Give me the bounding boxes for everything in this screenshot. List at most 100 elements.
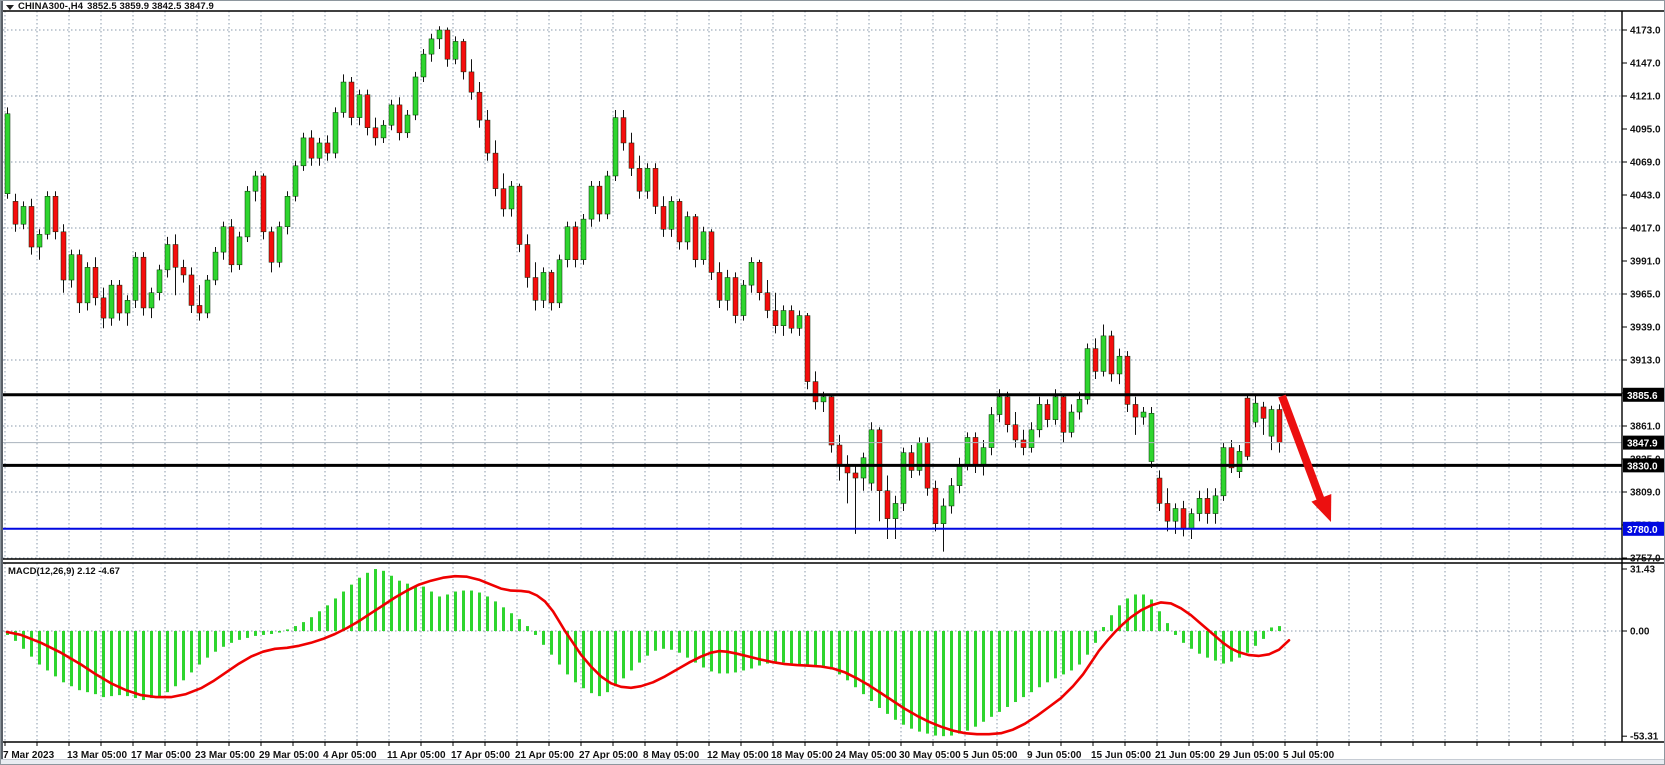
- macd-histogram-bar: [734, 631, 737, 673]
- candle-bear: [100, 297, 107, 319]
- macd-histogram-bar: [102, 631, 105, 698]
- candle-bull: [132, 256, 139, 301]
- candle-bear: [596, 185, 603, 215]
- time-axis-label: 18 May 05:00: [771, 750, 833, 761]
- time-axis[interactable]: 7 Mar 2023 13 Mar 05:00 17 Mar 05:00 23 Mar…: [3, 742, 1606, 761]
- time-axis-label: 17 Apr 05:00: [451, 750, 511, 761]
- candle-bear: [76, 254, 83, 304]
- candle-bull: [412, 76, 419, 116]
- price-axis-label: 3861.0: [1630, 422, 1661, 433]
- candle-bull: [420, 53, 427, 78]
- macd-histogram-bar: [438, 596, 441, 631]
- candle-bear: [804, 315, 811, 382]
- candle-bull: [964, 437, 971, 466]
- macd-histogram-bar: [182, 631, 185, 681]
- candle-bull: [1172, 508, 1179, 522]
- macd-scale-label: 31.43: [1630, 564, 1655, 575]
- candle-bear: [468, 71, 475, 93]
- candle-bear: [660, 206, 667, 230]
- macd-histogram-bar: [774, 631, 777, 663]
- candle-bear: [628, 142, 635, 169]
- macd-histogram-bar: [606, 631, 609, 693]
- candle-bear: [348, 81, 355, 118]
- candle-bear: [1044, 404, 1051, 420]
- candle-bear: [764, 292, 771, 311]
- time-axis-label: 27 Apr 05:00: [579, 750, 639, 761]
- time-axis-label: 13 Mar 05:00: [67, 750, 127, 761]
- candle-bull: [356, 94, 363, 118]
- time-axis-label: 11 Apr 05:00: [387, 750, 446, 761]
- price-axis-label: 3965.0: [1630, 290, 1661, 301]
- trend-arrow[interactable]: [1278, 394, 1332, 522]
- price-axis-label: 4121.0: [1630, 92, 1661, 103]
- macd-histogram-bar: [670, 631, 673, 650]
- candle-bull: [900, 452, 907, 504]
- macd-histogram-bar: [1054, 631, 1057, 679]
- candle-bull: [1140, 411, 1147, 418]
- macd-histogram-bar: [462, 590, 465, 631]
- macd-histogram-bar: [222, 631, 225, 647]
- macd-histogram-bar: [894, 631, 897, 720]
- candle-bull: [796, 315, 803, 329]
- candle-bear: [708, 231, 715, 273]
- macd-histogram-bar: [54, 631, 57, 677]
- macd-histogram-bar: [134, 631, 137, 699]
- macd-histogram-bar: [654, 631, 657, 651]
- price-axis-label: 3939.0: [1630, 323, 1661, 334]
- macd-scale[interactable]: 31.43 0.00 -53.31: [1622, 564, 1659, 743]
- macd-histogram-bar: [406, 583, 409, 631]
- macd-histogram-bar: [1158, 611, 1161, 631]
- candle-bear: [324, 142, 331, 154]
- candle-bull: [436, 29, 443, 40]
- macd-histogram-bar: [1006, 631, 1009, 707]
- macd-histogram-bar: [870, 631, 873, 702]
- candle-bear: [1164, 503, 1171, 522]
- macd-histogram-bar: [1238, 631, 1241, 658]
- macd-histogram-bar: [950, 631, 953, 736]
- candle-bull: [580, 218, 587, 260]
- candle-bear: [1004, 396, 1011, 425]
- macd-histogram-bar: [574, 631, 577, 683]
- macd-histogram-bar: [1262, 631, 1265, 639]
- trend-arrow-head[interactable]: [1311, 494, 1332, 522]
- candle-bear: [60, 231, 67, 281]
- macd-histogram-bar: [446, 594, 449, 631]
- price-badge-3830.0: [1623, 458, 1664, 473]
- candle-bull: [148, 292, 155, 309]
- candle-bear: [92, 267, 99, 299]
- macd-histogram-bar: [510, 613, 513, 631]
- macd-histogram-bar: [1046, 631, 1049, 683]
- macd-histogram-bar: [158, 631, 161, 697]
- macd-histogram-bar: [1118, 605, 1121, 631]
- macd-histogram-bar: [1094, 631, 1097, 643]
- candle-bear: [532, 277, 539, 301]
- macd-histogram-bar: [470, 590, 473, 631]
- macd-histogram-bar: [830, 631, 833, 670]
- candle-bull: [84, 267, 91, 304]
- macd-histogram-bar: [1110, 615, 1113, 631]
- candle-bull: [1212, 495, 1219, 514]
- macd-histogram-bar: [110, 631, 113, 697]
- macd-histogram-bar: [974, 631, 977, 727]
- macd-histogram-bar: [702, 631, 705, 668]
- candle-bull: [948, 485, 955, 507]
- candle-bull: [4, 113, 11, 194]
- chevron-down-icon[interactable]: [6, 4, 14, 10]
- macd-histogram-bar: [38, 631, 41, 665]
- macd-histogram-bar: [278, 631, 281, 633]
- trend-arrow-shaft[interactable]: [1278, 394, 1327, 506]
- macd-histogram-bar: [118, 631, 121, 696]
- candle-bull: [124, 300, 131, 314]
- candle-bull: [300, 137, 307, 167]
- macd-histogram-bar: [1078, 631, 1081, 665]
- price-axis-label: 3991.0: [1630, 257, 1661, 268]
- macd-histogram-bar: [694, 631, 697, 663]
- candle-bear: [828, 396, 835, 446]
- price-axis[interactable]: 4173.0 4147.0 4121.0 4095.0 4069.0 4043.0 4017…: [1622, 26, 1665, 565]
- candle-bear: [1132, 404, 1139, 418]
- candle-bull: [668, 201, 675, 230]
- macd-histogram-bar: [822, 631, 825, 667]
- time-axis-label: 8 May 05:00: [643, 750, 700, 761]
- macd-histogram-bar: [1222, 631, 1225, 664]
